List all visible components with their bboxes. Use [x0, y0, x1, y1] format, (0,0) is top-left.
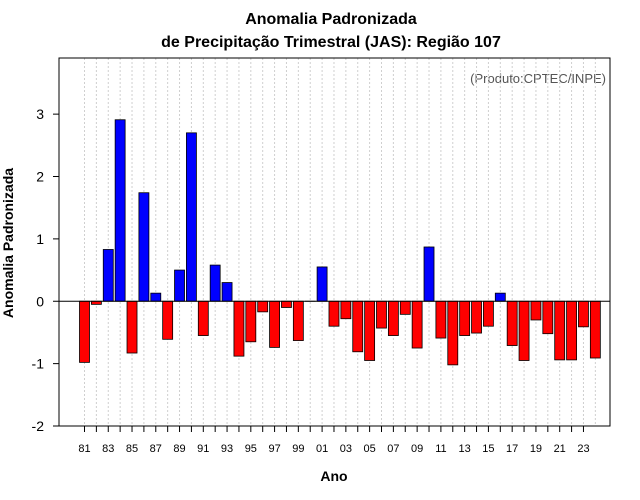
x-tick-label: 13 [459, 443, 471, 455]
bar [245, 300, 257, 343]
x-tick-label: 15 [482, 443, 494, 455]
x-tick-label: 23 [577, 443, 589, 455]
bar [411, 300, 423, 349]
bar [352, 300, 364, 353]
bar [150, 292, 162, 302]
bar [387, 300, 399, 336]
x-tick-label: 01 [316, 443, 328, 455]
y-tick-label: 3 [36, 106, 44, 122]
x-axis: 81 83 85 87 89 91 93 95 97 99 01 03 05 07 09 11 13 15 17 19… [78, 426, 590, 455]
x-tick-label: 19 [530, 443, 542, 455]
x-tick-label: 85 [126, 443, 138, 455]
bar [483, 300, 494, 327]
chart-subtitle: de Precipitação Trimestral (JAS): Região… [161, 34, 501, 51]
bar [589, 300, 601, 359]
bar [221, 282, 233, 302]
bar [79, 300, 90, 363]
bar [554, 300, 566, 361]
x-tick-label: 05 [363, 443, 375, 455]
bars [79, 119, 601, 366]
y-axis-title: Anomalia Padronizada [0, 168, 16, 318]
bar [506, 300, 518, 346]
bar [578, 300, 589, 328]
x-tick-label: 99 [292, 443, 304, 455]
x-tick-label: 11 [435, 443, 446, 455]
bar [209, 264, 221, 302]
bar [114, 119, 126, 302]
y-tick-label: 2 [36, 169, 44, 185]
bar [530, 300, 542, 321]
x-tick-label: 91 [197, 443, 209, 455]
y-tick-label: -2 [32, 418, 45, 434]
bar [328, 300, 340, 327]
chart-credit: (Produto:CPTEC/INPE) [470, 71, 606, 86]
x-tick-label: 21 [554, 443, 566, 455]
bar [186, 132, 197, 302]
bar [162, 300, 174, 340]
bar [471, 300, 482, 334]
bar [459, 300, 471, 336]
bar [447, 300, 459, 366]
bar [233, 300, 245, 357]
bar [281, 300, 292, 308]
bar [316, 266, 328, 302]
bar [269, 300, 280, 348]
y-axis: -2 -1 0 1 2 3 [32, 106, 59, 434]
bar [174, 269, 185, 302]
x-axis-title: Ano [320, 468, 347, 484]
x-tick-label: 89 [173, 443, 185, 455]
grid-lines [84, 58, 596, 426]
plot-frame [58, 57, 611, 427]
x-tick-label: 17 [506, 443, 518, 455]
bar [376, 300, 387, 329]
bar [102, 249, 114, 302]
bar [542, 300, 554, 335]
chart-title: Anomalia Padronizada [245, 11, 417, 28]
bar [494, 292, 506, 302]
x-tick-label: 95 [245, 443, 257, 455]
bar [138, 192, 150, 302]
x-tick-label: 03 [340, 443, 352, 455]
x-tick-label: 81 [78, 443, 90, 455]
x-tick-label: 83 [102, 443, 114, 455]
bar [435, 300, 447, 339]
bar [423, 246, 435, 302]
x-tick-label: 93 [221, 443, 233, 455]
x-tick-label: 97 [268, 443, 280, 455]
bar [364, 300, 376, 361]
bar [126, 300, 138, 354]
bar [197, 300, 209, 336]
x-tick-label: 07 [387, 443, 399, 455]
bar [292, 300, 304, 341]
bar [566, 300, 577, 361]
x-tick-label: 87 [150, 443, 162, 455]
bar [257, 300, 269, 313]
bar [518, 300, 530, 361]
y-tick-label: -1 [32, 356, 45, 372]
bar [340, 300, 352, 320]
x-tick-label: 09 [411, 443, 423, 455]
bar [399, 300, 411, 315]
y-tick-label: 0 [36, 293, 44, 309]
y-tick-label: 1 [36, 231, 44, 247]
